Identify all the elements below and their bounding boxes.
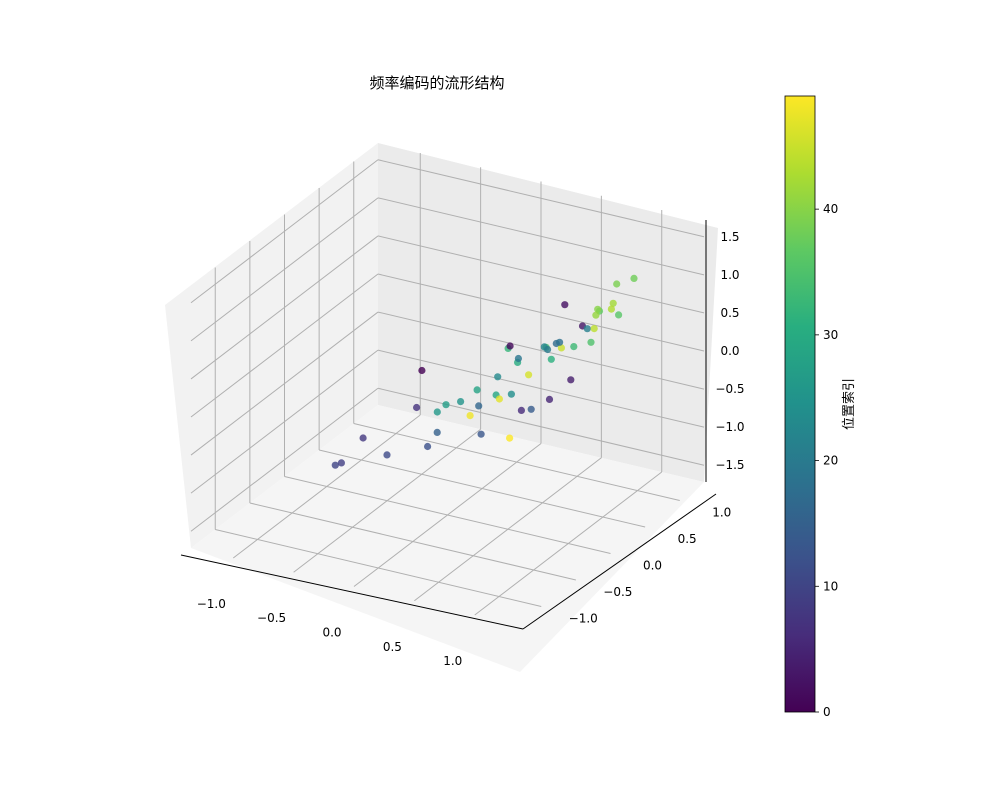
scatter-point <box>587 338 595 346</box>
axes-panes <box>165 143 718 672</box>
scatter-point <box>615 311 623 319</box>
z-tick-label: −1.0 <box>715 420 744 434</box>
scatter-point <box>442 401 450 409</box>
grid-line-z-back <box>377 273 705 352</box>
scatter-point <box>557 344 566 352</box>
z-tick-label: 1.5 <box>720 230 739 244</box>
scatter-point <box>583 325 591 333</box>
grid-line-z-left <box>190 197 379 342</box>
scatter-point <box>418 366 426 375</box>
tick-labels: −1.0 −0.5 0.0 0.5 1.0 −1.0 −0.5 0.0 0.5 1.0 −1.5 −1… <box>197 230 745 668</box>
grid-line-z-back <box>377 387 705 466</box>
y-tick-label: 1.0 <box>712 506 731 520</box>
scatter-point <box>475 402 483 410</box>
grid-line-z-left <box>190 159 379 304</box>
scatter-point <box>556 338 564 346</box>
x-tick-label: −1.0 <box>197 597 226 611</box>
grid-line-floor-y <box>474 471 663 616</box>
colorbar-tick-label: 30 <box>823 328 838 342</box>
scatter-point <box>457 398 465 406</box>
grid-line-floor-x <box>215 528 542 607</box>
scatter-point <box>433 428 441 436</box>
scatter-point <box>567 376 575 384</box>
colorbar-tick-label: 40 <box>823 202 838 216</box>
scatter-point <box>630 274 638 282</box>
grid-line-z-left <box>190 349 379 494</box>
scatter-point <box>495 395 503 403</box>
scatter-points <box>331 274 638 469</box>
scatter-point <box>613 280 621 288</box>
scatter-point <box>514 354 523 363</box>
scatter-point <box>525 371 533 379</box>
y-tick-label: 0.5 <box>678 532 697 546</box>
scatter-point <box>547 355 555 363</box>
z-tick-label: −0.5 <box>715 382 744 396</box>
z-tick-label: 0.5 <box>720 306 739 320</box>
scatter-point <box>494 373 502 381</box>
colorbar-ticks: 0 10 20 30 40 <box>815 202 838 719</box>
axis-lines <box>180 220 717 630</box>
grid-line-floor-y <box>414 457 602 602</box>
grid-line-floor-y <box>353 443 542 587</box>
grid-line-z-left <box>190 311 379 456</box>
x-axis-line <box>180 554 524 630</box>
grid-lines <box>190 152 705 616</box>
grid-line-z-back <box>377 197 705 276</box>
scatter-point <box>561 301 569 309</box>
scatter-point <box>506 342 514 350</box>
scatter-point <box>544 345 552 354</box>
scatter-point <box>413 403 421 412</box>
x-tick-label: 0.5 <box>383 640 402 654</box>
grid-line-z-left <box>190 387 379 532</box>
pane-floor <box>191 405 704 672</box>
scatter-point <box>359 434 367 442</box>
scatter-point <box>473 386 481 394</box>
grid-line-z-left <box>190 235 379 380</box>
grid-line-z-left <box>190 273 379 418</box>
grid-line-z-back <box>377 311 705 390</box>
colorbar: 0 10 20 30 40 位置索引 <box>784 95 857 719</box>
scatter-point <box>607 305 616 313</box>
pane-back <box>378 143 718 482</box>
colorbar-tick-label: 20 <box>823 454 838 468</box>
z-tick-label: 1.0 <box>720 268 739 282</box>
scatter-point <box>507 390 515 398</box>
x-tick-label: 0.0 <box>322 626 341 640</box>
scatter-point <box>477 430 485 438</box>
y-tick-label: −1.0 <box>569 611 598 625</box>
scatter-point <box>592 311 600 319</box>
colorbar-tick-label: 0 <box>823 705 831 719</box>
scatter-point <box>506 434 514 442</box>
y-tick-label: 0.0 <box>643 559 662 573</box>
scatter-point <box>337 459 345 467</box>
scatter-point <box>517 406 526 414</box>
scatter-point <box>466 412 474 420</box>
y-axis-line <box>522 493 717 630</box>
scatter-point <box>609 299 617 307</box>
scatter-point <box>570 343 578 351</box>
colorbar-gradient <box>784 95 816 713</box>
y-tick-label: −0.5 <box>603 585 632 599</box>
pane-left <box>165 143 378 548</box>
colorbar-tick-label: 10 <box>823 579 838 593</box>
scatter-point <box>545 395 554 403</box>
scatter-point <box>331 461 339 469</box>
scatter-point <box>433 408 441 416</box>
grid-line-z-back <box>377 349 705 428</box>
scatter-point <box>424 442 432 451</box>
x-tick-label: −0.5 <box>257 611 286 625</box>
scatter-point <box>594 305 602 313</box>
grid-line-floor-x <box>249 502 576 581</box>
colorbar-label: 位置索引 <box>842 378 857 430</box>
chart-title: 频率编码的流形结构 <box>369 74 504 92</box>
z-tick-label: −1.5 <box>715 458 744 472</box>
scatter-point <box>383 451 391 459</box>
scatter-point <box>590 325 598 333</box>
x-tick-label: 1.0 <box>443 654 462 668</box>
grid-line-z-back <box>377 235 705 314</box>
z-tick-label: 0.0 <box>720 344 739 358</box>
scatter-point <box>527 405 535 413</box>
grid-line-z-back <box>377 159 705 238</box>
